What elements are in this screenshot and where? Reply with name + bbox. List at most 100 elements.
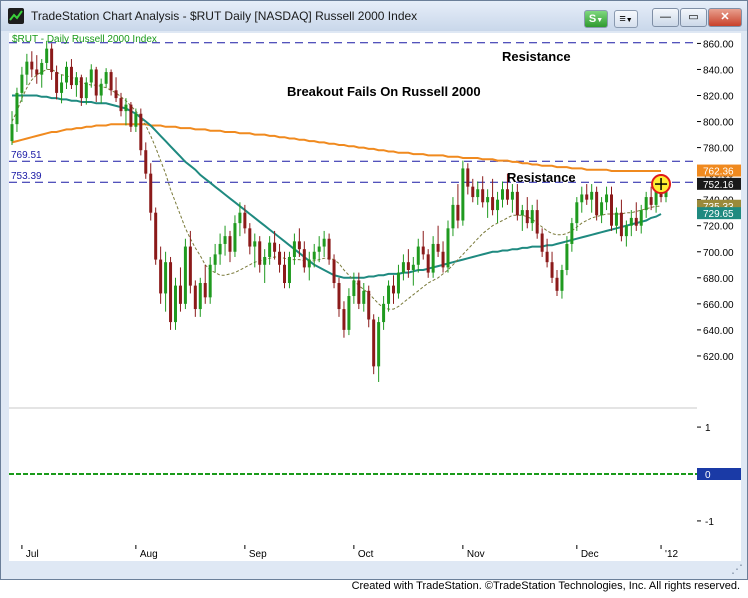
symbol-link-button[interactable]: S▼ [584,10,608,28]
ma-slow-line [11,123,661,172]
candle-body [352,280,356,297]
candle-body [600,202,604,216]
candle-body [396,272,400,294]
candle-body [10,124,14,142]
candle-body [555,277,559,291]
candle-body [614,212,618,226]
candle-body [486,197,490,203]
candle-body [377,322,381,367]
chart-menu-button[interactable]: ≡▼ [614,10,638,28]
candle-body [307,259,311,268]
price-tick-label: 680.00 [703,274,734,285]
date-tick-label: Aug [140,549,158,560]
candle-body [515,191,519,216]
candle-body [198,283,202,310]
date-tick-label: Jul [26,549,39,560]
candle-body [263,256,267,265]
annotation-resistance-top: Resistance [502,49,571,64]
candle-body [99,83,103,96]
symbol-link-label: S [588,13,597,25]
candle-body [461,168,465,221]
candle-body [431,243,435,273]
symbol-legend: $RUT - Daily Russell 2000 Index [12,34,157,45]
indicator-tick-label: -1 [705,517,714,528]
candle-body [426,254,430,273]
candle-body [109,72,113,91]
candle-body [382,303,386,323]
menu-icon: ≡ [619,13,626,25]
candle-body [174,285,177,323]
candle-body [525,210,529,224]
date-axis[interactable]: Jul Aug Sep Oct Nov Dec '12 [9,545,741,561]
candle-body [243,212,247,229]
candle-body [139,113,143,151]
indicator-tick-label: 1 [705,423,711,434]
candle-body [357,280,361,304]
candle-body [362,290,366,304]
resize-grip-icon[interactable]: ⋰ [731,562,743,576]
candle-body [476,189,480,198]
candle-body [505,189,509,200]
candle-body [74,77,78,86]
window-title: TradeStation Chart Analysis - $RUT Daily… [31,9,418,23]
candle-body [149,173,153,213]
candle-body [213,254,217,265]
price-tick-label: 820.00 [703,92,734,103]
candle-body [401,262,405,273]
price-axis[interactable]: 860.00840.00820.00800.00780.00760.00740.… [697,33,741,545]
candle-body [188,246,192,286]
value-tag-label: 729.65 [703,209,734,220]
candle-body [193,285,197,310]
candle-body [25,61,29,75]
candle-body [545,251,549,263]
candle-body [441,251,445,268]
candle-body [50,48,54,73]
candle-body [40,62,44,75]
candle-body [159,259,163,294]
candle-body [421,246,425,255]
candle-body [629,217,633,226]
candle-body [69,66,73,86]
price-tick-label: 720.00 [703,222,734,233]
indicator-value-tag-label: 0 [705,470,711,481]
price-tick-label: 640.00 [703,326,734,337]
dropdown-arrow-icon: ▼ [596,17,604,24]
dropdown-arrow-icon: ▼ [625,17,633,24]
tradestation-app-icon [8,8,24,24]
candle-body [292,241,296,257]
title-bar[interactable]: TradeStation Chart Analysis - $RUT Daily… [1,1,747,31]
candle-body [203,283,207,298]
candle-body [411,264,415,270]
candle-body [283,264,286,284]
date-tick-label: Oct [358,549,374,560]
candle-body [89,69,93,83]
candle-body [644,197,648,211]
chart-plot-area[interactable]: 769.51 753.39 $RUT - Daily Russell 2000 I… [9,33,697,545]
resistance-level-label: 753.39 [11,171,42,182]
candle-body [649,197,653,205]
candle-body [218,243,222,255]
candle-body [228,236,232,252]
resistance-level-label: 769.51 [11,150,42,161]
ma-mid-line [12,94,662,279]
minimize-button[interactable]: — [652,8,679,27]
candle-body [619,212,623,237]
candle-body [327,238,331,260]
candle-body [253,241,257,247]
candle-body [15,92,19,125]
candle-body [104,72,108,84]
candle-body [491,197,495,211]
candle-body [302,249,306,268]
candle-body [134,113,138,127]
minimize-icon: — [660,11,671,23]
candle-body [530,210,534,224]
candle-body [297,241,301,250]
close-button[interactable]: ✕ [708,8,742,27]
restore-button[interactable]: ▭ [680,8,707,27]
candle-body [560,269,564,291]
candle-body [317,246,321,252]
candle-body [590,191,594,200]
candle-body [436,243,440,252]
candle-body [238,212,242,224]
candle-body [183,246,187,304]
